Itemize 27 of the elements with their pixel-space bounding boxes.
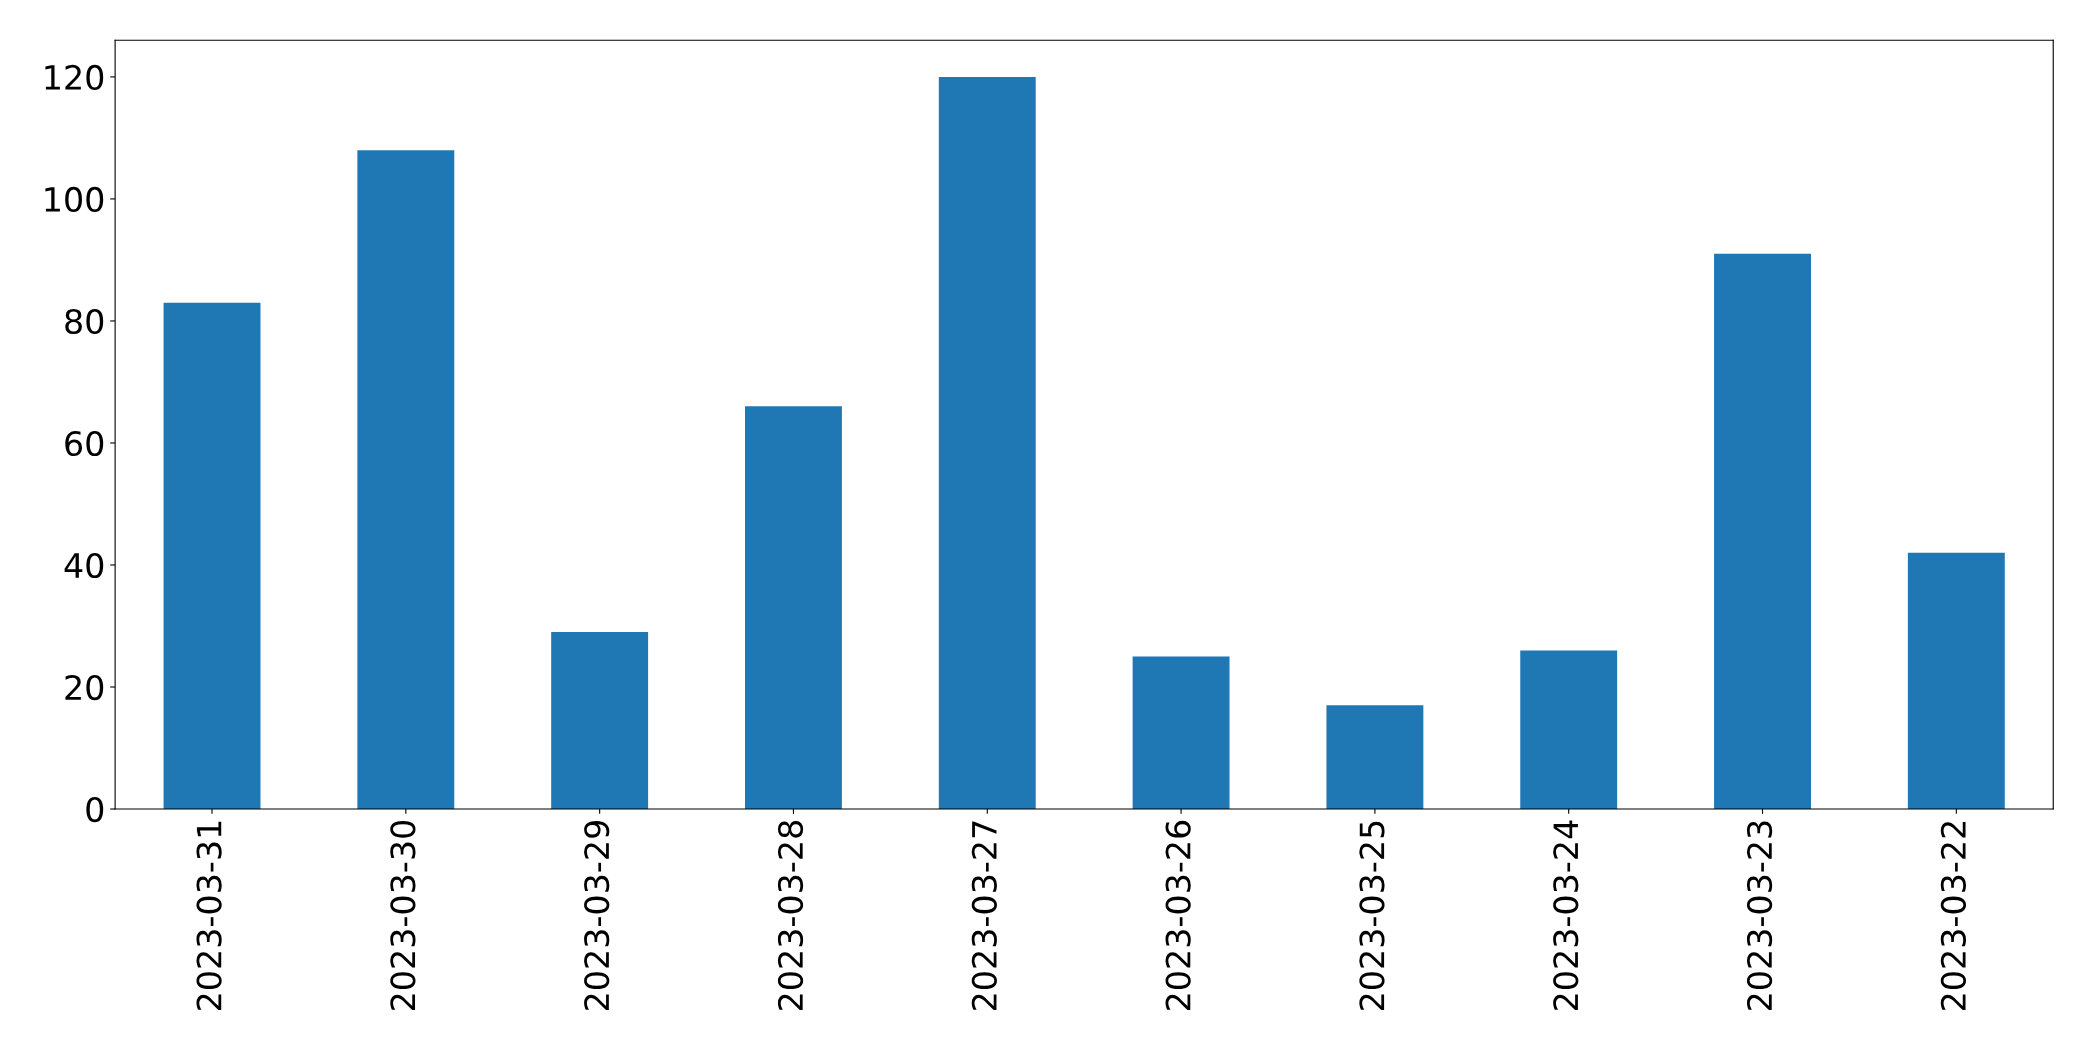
bar	[1326, 705, 1424, 810]
x-tick-label: 2023-03-26	[1165, 820, 1191, 1011]
bar	[163, 302, 261, 810]
y-tick-label: 20	[65, 674, 104, 701]
bar	[551, 632, 649, 810]
bar	[1132, 656, 1230, 810]
y-tick-label: 0	[86, 796, 104, 823]
bar	[357, 150, 455, 810]
x-tick-label: 2023-03-22	[1940, 822, 1966, 1011]
y-tick-label: 80	[65, 308, 104, 335]
bar	[1714, 253, 1811, 810]
bar	[745, 406, 842, 810]
x-tick-label: 2023-03-31	[196, 821, 222, 1011]
x-tick-label: 2023-03-23	[1746, 821, 1773, 1011]
y-tick-label: 100	[45, 186, 104, 213]
bar	[1907, 552, 2005, 810]
x-tick-label: 2023-03-25	[1359, 821, 1385, 1011]
y-tick-label: 60	[65, 430, 104, 457]
x-tick-label: 2023-03-24	[1553, 820, 1579, 1011]
bar	[938, 76, 1036, 810]
x-tick-label: 2023-03-29	[584, 821, 610, 1011]
y-tick-label: 40	[64, 552, 104, 579]
x-tick-label: 2023-03-28	[777, 821, 804, 1011]
x-tick-label: 2023-03-30	[390, 820, 416, 1011]
x-tick-label: 2023-03-27	[971, 821, 997, 1011]
y-tick-label: 120	[45, 64, 104, 91]
bar	[1520, 650, 1618, 810]
